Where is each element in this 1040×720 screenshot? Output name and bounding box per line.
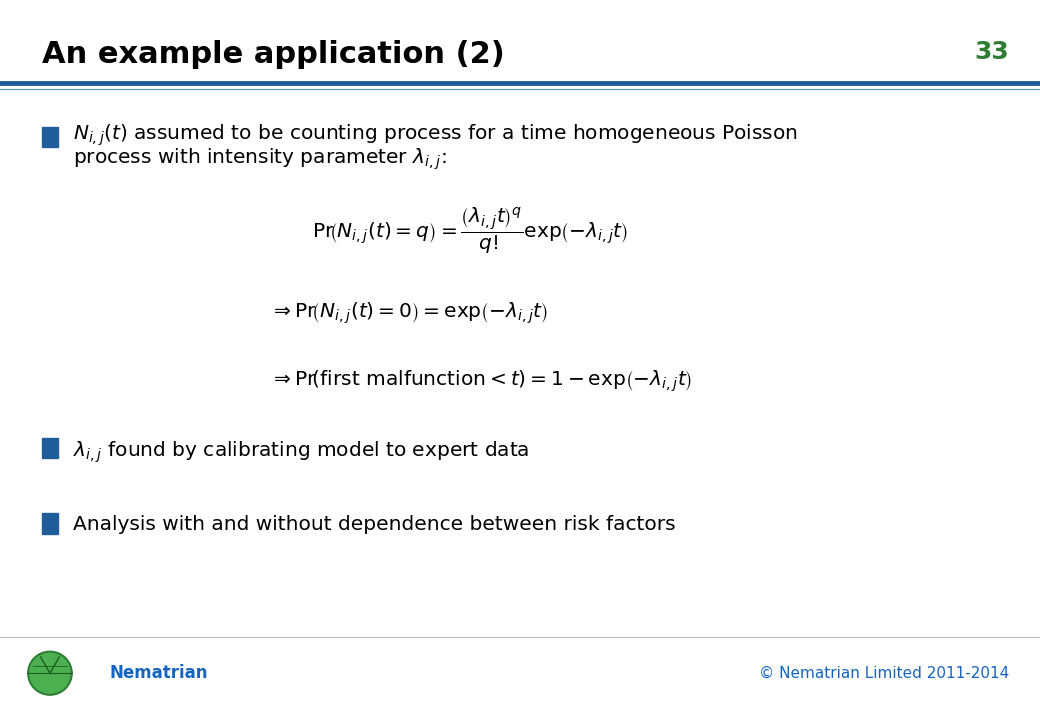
Text: process with intensity parameter $\lambda_{i,j}$:: process with intensity parameter $\lambd…: [73, 146, 446, 171]
Bar: [42, 127, 58, 147]
Text: $\lambda_{i,j}$ found by calibrating model to expert data: $\lambda_{i,j}$ found by calibrating mod…: [73, 439, 529, 464]
Ellipse shape: [28, 652, 72, 695]
Bar: [42, 513, 58, 534]
Text: $N_{i,j}(t)$ assumed to be counting process for a time homogeneous Poisson: $N_{i,j}(t)$ assumed to be counting proc…: [73, 122, 798, 148]
Text: © Nematrian Limited 2011-2014: © Nematrian Limited 2011-2014: [758, 666, 1009, 680]
Text: $\Rightarrow\mathrm{Pr}\!\left(\mathrm{first\ malfunction}<t\right)=1-\exp\!\lef: $\Rightarrow\mathrm{Pr}\!\left(\mathrm{f…: [270, 369, 693, 395]
Bar: [42, 438, 58, 458]
Text: 33: 33: [974, 40, 1009, 63]
Text: $\mathrm{Pr}\!\left(N_{i,j}(t)=q\right)=\dfrac{\left(\lambda_{i,j}t\right)^{q}}{: $\mathrm{Pr}\!\left(N_{i,j}(t)=q\right)=…: [312, 205, 628, 256]
Text: An example application (2): An example application (2): [42, 40, 504, 68]
Text: Analysis with and without dependence between risk factors: Analysis with and without dependence bet…: [73, 515, 675, 534]
Text: $\Rightarrow\mathrm{Pr}\!\left(N_{i,j}(t)=0\right)=\exp\!\left(-\lambda_{i,j}t\r: $\Rightarrow\mathrm{Pr}\!\left(N_{i,j}(t…: [270, 300, 548, 326]
Text: Nematrian: Nematrian: [109, 664, 208, 683]
